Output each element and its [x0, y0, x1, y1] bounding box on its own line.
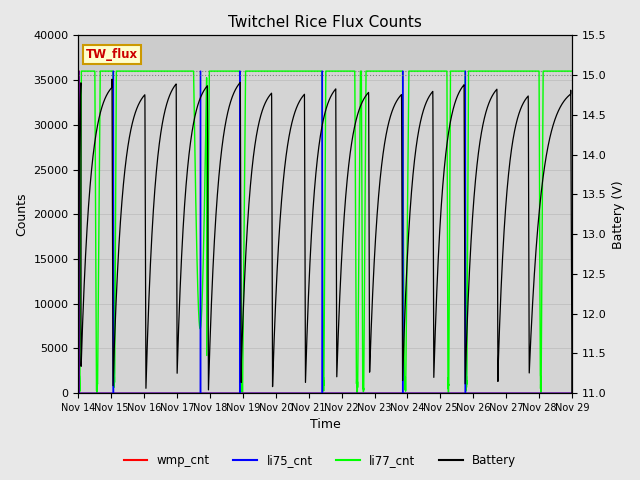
- Y-axis label: Counts: Counts: [15, 192, 28, 236]
- X-axis label: Time: Time: [310, 419, 340, 432]
- Title: Twitchel Rice Flux Counts: Twitchel Rice Flux Counts: [228, 15, 422, 30]
- Bar: [79, 31, 572, 71]
- Y-axis label: Battery (V): Battery (V): [612, 180, 625, 249]
- Legend: wmp_cnt, li75_cnt, li77_cnt, Battery: wmp_cnt, li75_cnt, li77_cnt, Battery: [119, 449, 521, 472]
- Text: TW_flux: TW_flux: [86, 48, 138, 61]
